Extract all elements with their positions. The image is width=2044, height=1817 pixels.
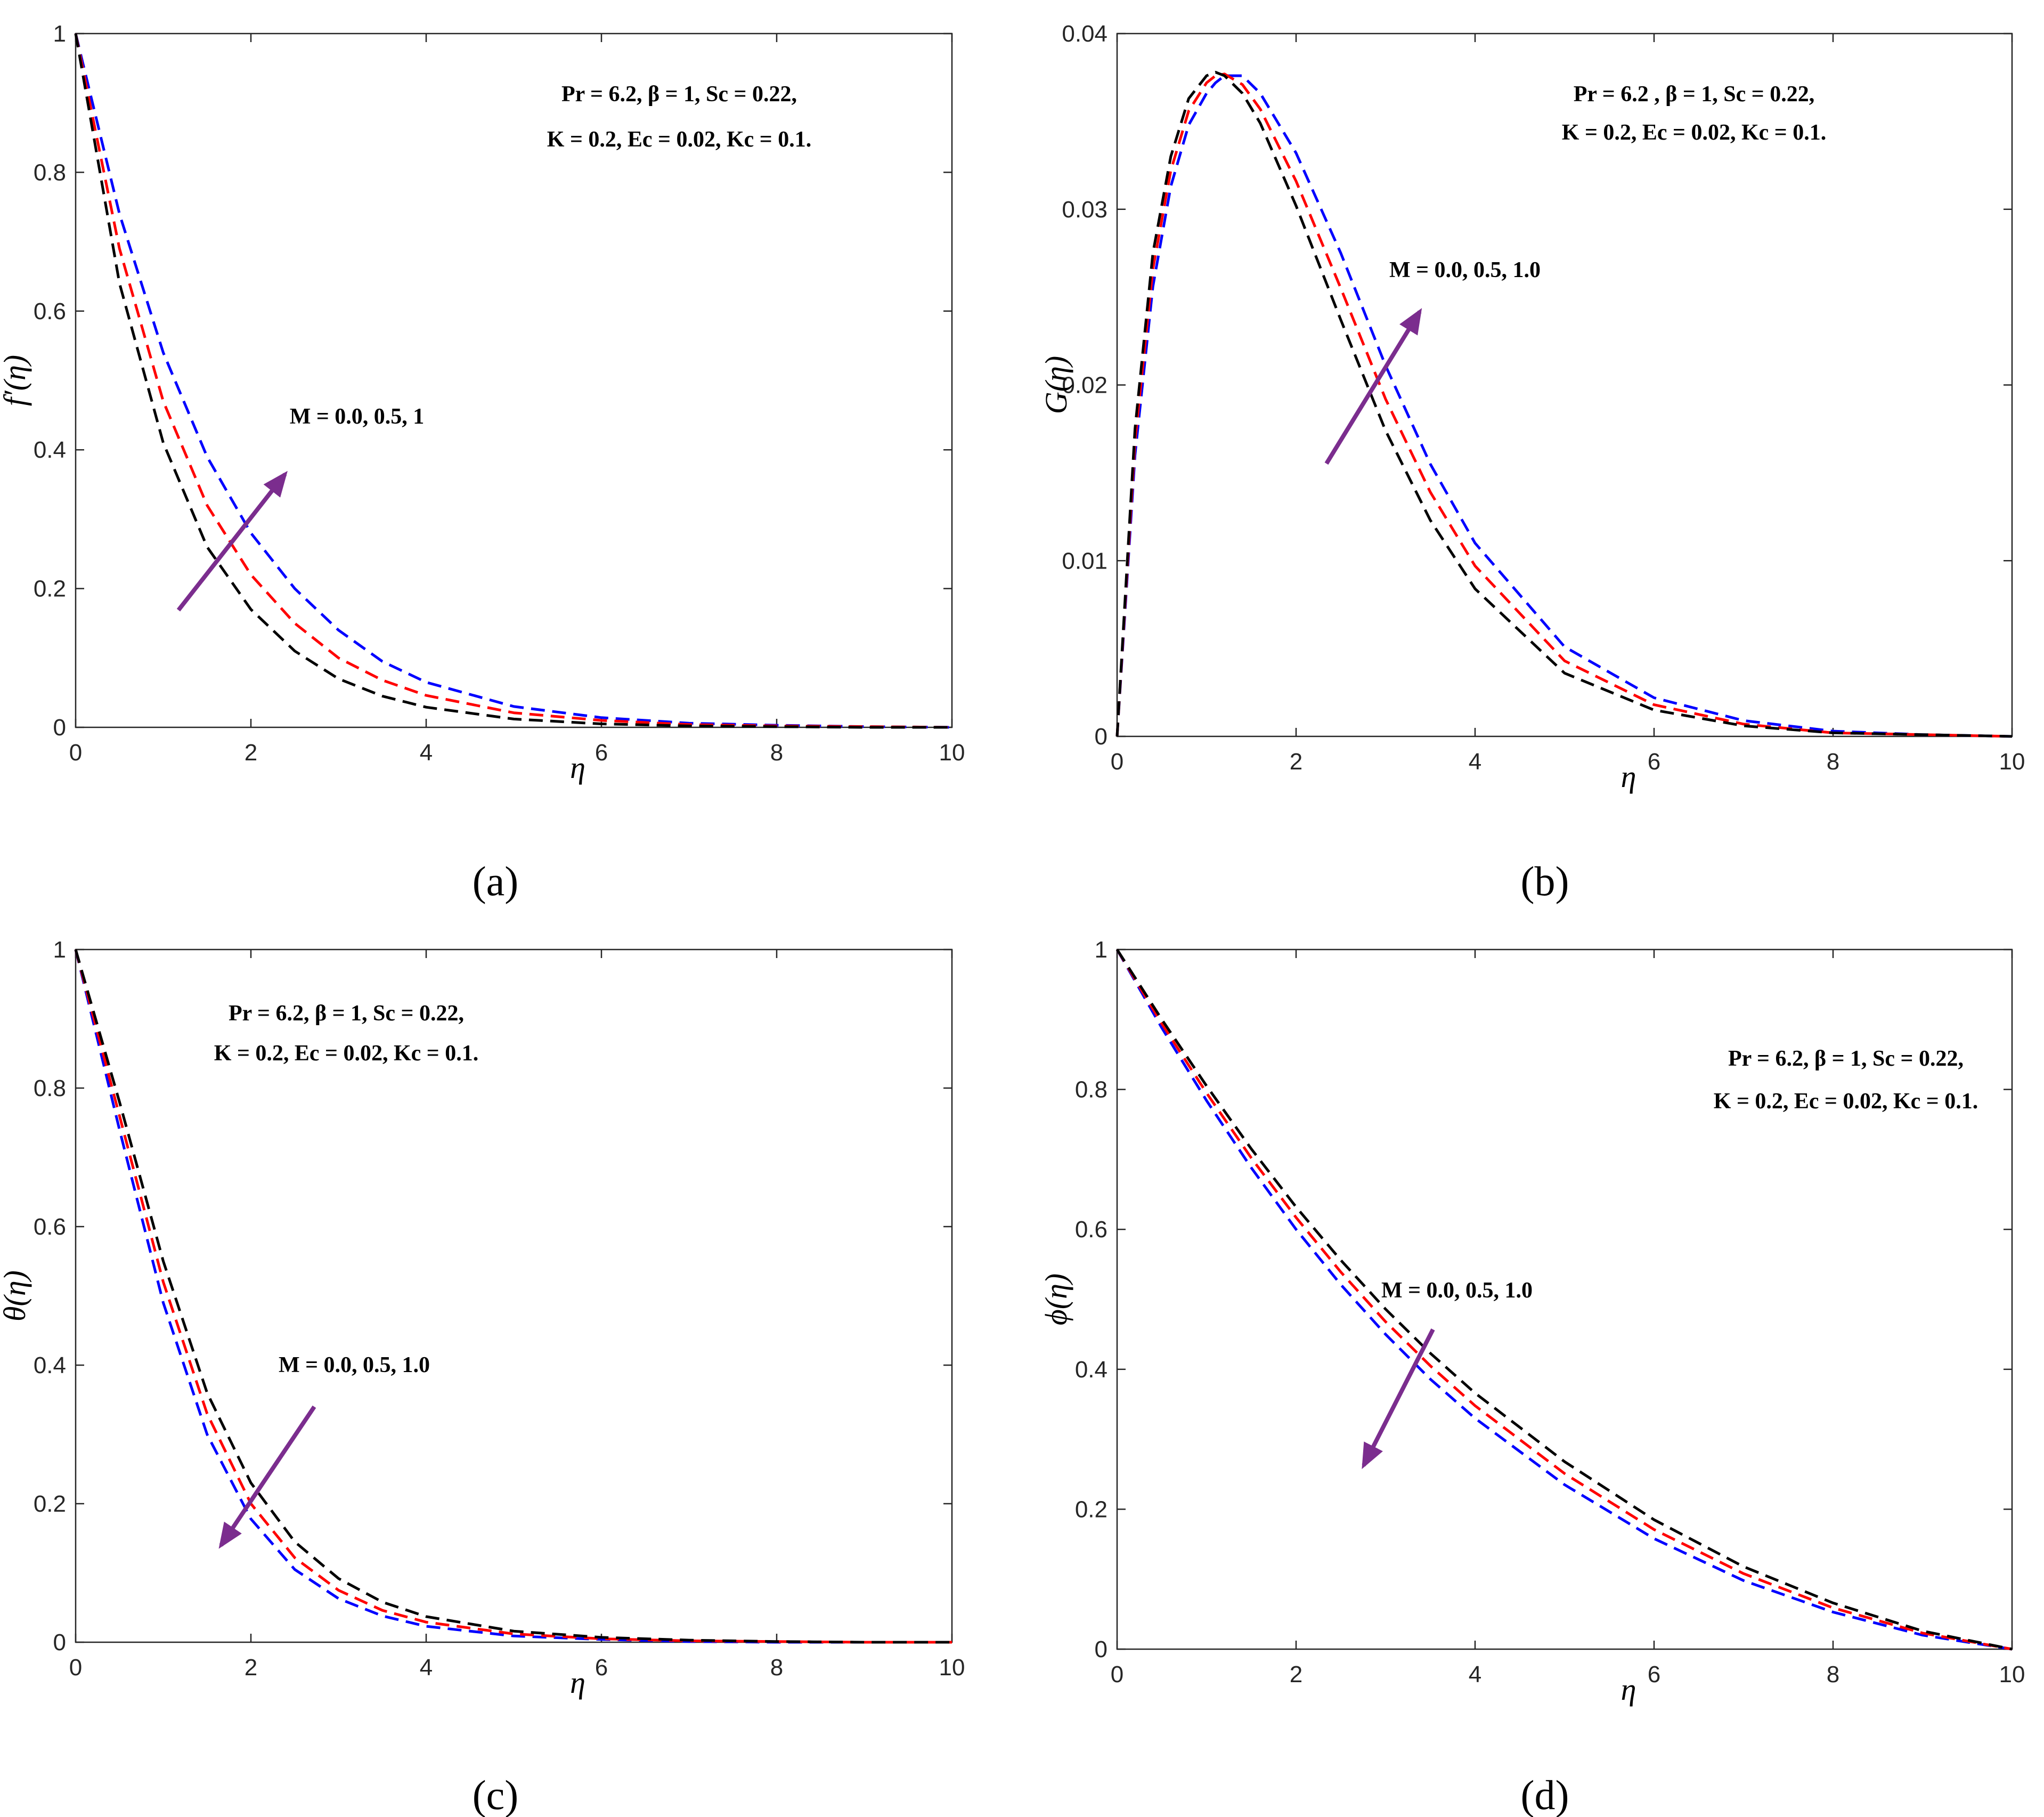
y-tick-label: 0.4 <box>1075 1357 1107 1383</box>
y-tick-label: 0.2 <box>34 1491 66 1517</box>
x-tick-label: 0 <box>69 740 82 766</box>
x-axis-label: η <box>570 1665 585 1700</box>
y-tick-label: 0.2 <box>34 576 66 602</box>
series-line-red <box>74 949 952 1644</box>
y-tick-label: 0.02 <box>1062 372 1107 399</box>
x-tick-label: 2 <box>245 1654 257 1681</box>
m-parameter-label: M = 0.0, 0.5, 1.0 <box>279 1353 430 1377</box>
params-line-2: K = 0.2, Ec = 0.02, Kc = 0.1. <box>1714 1089 1978 1114</box>
series-line-blue <box>1115 74 2013 738</box>
y-tick-label: 0 <box>53 1629 66 1656</box>
y-tick-label: 0.01 <box>1062 548 1107 574</box>
series-line-black <box>1115 71 2013 738</box>
y-tick-label: 0.4 <box>34 437 66 463</box>
plot-frame <box>75 948 953 1643</box>
x-tick-label: 4 <box>420 740 433 766</box>
params-line-1: Pr = 6.2, β = 1, Sc = 0.22, <box>561 82 797 107</box>
x-tick-label: 2 <box>1290 1661 1302 1688</box>
x-tick-label: 6 <box>1648 749 1660 775</box>
y-tick-label: 0.8 <box>1075 1077 1107 1103</box>
x-tick-label: 10 <box>1999 1661 2025 1688</box>
series-line-red <box>1115 948 2013 1651</box>
x-tick-label: 2 <box>1290 749 1302 775</box>
params-line-2: K = 0.2, Ec = 0.02, Kc = 0.1. <box>214 1041 478 1066</box>
x-tick-label: 6 <box>595 740 608 766</box>
y-tick-label: 0 <box>53 715 66 741</box>
trend-arrow <box>1362 1328 1435 1470</box>
y-axis-label: ϕ(η) <box>1039 1273 1073 1325</box>
x-tick-label: 8 <box>1827 1661 1839 1688</box>
params-line-2: K = 0.2, Ec = 0.02, Kc = 0.1. <box>547 127 811 152</box>
trend-arrow <box>1324 308 1422 465</box>
x-tick-label: 2 <box>245 740 257 766</box>
y-tick-label: 0 <box>1095 1636 1107 1662</box>
params-line-1: Pr = 6.2, β = 1, Sc = 0.22, <box>229 1001 464 1026</box>
x-tick-label: 10 <box>939 1654 965 1681</box>
x-tick-label: 8 <box>770 1654 783 1681</box>
x-tick-label: 8 <box>1827 749 1839 775</box>
x-tick-label: 8 <box>770 740 783 766</box>
panel-label: (a) <box>473 858 519 904</box>
x-tick-label: 4 <box>1469 1661 1481 1688</box>
y-tick-label: 1 <box>53 21 66 47</box>
y-tick-label: 1 <box>53 937 66 963</box>
m-parameter-label: M = 0.0, 0.5, 1 <box>290 404 425 429</box>
trend-arrow <box>218 1405 316 1549</box>
x-tick-label: 4 <box>420 1654 433 1681</box>
y-tick-label: 0.6 <box>1075 1216 1107 1243</box>
chart-panel-2: 0 2 4 6 8 10 0 0.01 0.02 0.03 0.04 η G(η) Pr = 6.2 , … <box>1039 21 2025 904</box>
plot-frame <box>1116 948 2013 1650</box>
y-tick-label: 0.04 <box>1062 21 1107 47</box>
x-axis-label: η <box>1621 759 1636 794</box>
y-tick-label: 0.8 <box>34 1075 66 1101</box>
y-tick-label: 0.4 <box>34 1352 66 1378</box>
plot-frame <box>75 33 953 728</box>
series-line-red <box>1115 72 2013 738</box>
y-axis-label: f′(η) <box>0 355 32 406</box>
y-tick-label: 0 <box>1095 724 1107 750</box>
panel-label: (b) <box>1521 858 1569 904</box>
series-line-black <box>1115 948 2013 1651</box>
y-tick-label: 0.8 <box>34 159 66 185</box>
panel-label: (d) <box>1521 1772 1569 1817</box>
y-tick-label: 0.2 <box>1075 1496 1107 1522</box>
x-tick-label: 4 <box>1469 749 1481 775</box>
params-line-1: Pr = 6.2 , β = 1, Sc = 0.22, <box>1574 82 1814 107</box>
trend-arrow <box>176 471 288 612</box>
y-axis-label: θ(η) <box>0 1270 32 1321</box>
y-tick-label: 0.03 <box>1062 197 1107 223</box>
y-tick-label: 0.6 <box>34 298 66 325</box>
params-line-1: Pr = 6.2, β = 1, Sc = 0.22, <box>1728 1047 1964 1071</box>
series-line-black <box>74 949 952 1644</box>
x-axis-label: η <box>1621 1672 1636 1707</box>
x-tick-label: 0 <box>1111 749 1123 775</box>
y-tick-label: 1 <box>1095 937 1107 963</box>
m-parameter-label: M = 0.0, 0.5, 1.0 <box>1381 1278 1533 1303</box>
chart-panel-3: 0 2 4 6 8 10 0 0.2 0.4 0.6 0.8 1 η θ(η) Pr = 6.2, β = … <box>0 937 965 1817</box>
params-line-2: K = 0.2, Ec = 0.02, Kc = 0.1. <box>1562 120 1826 145</box>
chart-panel-4: 0 2 4 6 8 10 0 0.2 0.4 0.6 0.8 1 η ϕ(η) Pr = 6.2, β = … <box>1039 937 2025 1817</box>
panel-label: (c) <box>473 1772 519 1817</box>
m-parameter-label: M = 0.0, 0.5, 1.0 <box>1389 258 1541 282</box>
x-tick-label: 0 <box>1111 1661 1123 1688</box>
series-line-black <box>74 33 952 729</box>
y-axis-label: G(η) <box>1039 356 1073 414</box>
x-axis-label: η <box>570 750 585 785</box>
chart-panel-1: 0 2 4 6 8 10 0 0.2 0.4 0.6 0.8 1 η f′(η) Pr = 6.2, β =… <box>0 21 965 904</box>
x-tick-label: 0 <box>69 1654 82 1681</box>
x-tick-label: 10 <box>939 740 965 766</box>
x-tick-label: 10 <box>1999 749 2025 775</box>
y-tick-label: 0.6 <box>34 1214 66 1240</box>
series-line-blue <box>1115 948 2013 1651</box>
x-tick-label: 6 <box>595 1654 608 1681</box>
x-tick-label: 6 <box>1648 1661 1660 1688</box>
